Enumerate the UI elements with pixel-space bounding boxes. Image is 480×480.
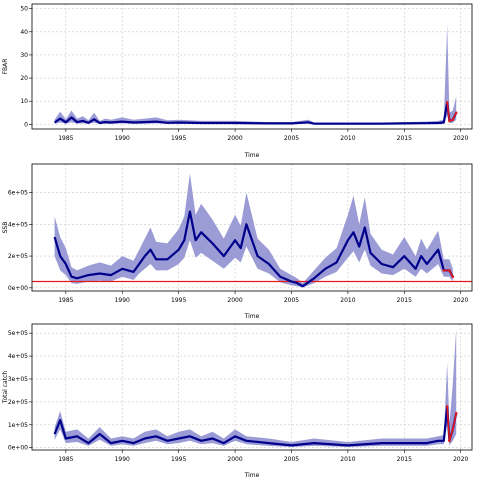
y-tick-label: 5e+05: [8, 330, 28, 337]
x-tick-label: 2000: [227, 297, 242, 304]
y-tick-label: 4e+05: [8, 353, 28, 360]
x-tick-label: 1995: [171, 297, 186, 304]
chart-panel-1: 1985 1990 1995 2000 2005 2010 2015 2020 0 10 20 30 4…: [2, 3, 473, 159]
chart-panel-2: 1985 1990 1995 2000 2005 2010 2015 2020 0e+00 2e+…: [2, 163, 473, 320]
series-band: [54, 173, 453, 288]
x-tick-label: 1985: [58, 135, 73, 142]
x-tick-label: 1990: [115, 135, 130, 142]
x-tick-label: 1990: [115, 456, 130, 463]
x-tick-label: 2000: [227, 135, 242, 142]
series-median-line: [53, 101, 458, 125]
series-forecast-line: [446, 406, 457, 442]
x-axis-title: Time: [244, 472, 260, 479]
series-band: [54, 24, 457, 125]
x-tick-label: 2015: [397, 297, 412, 304]
y-tick-label: 1e+05: [8, 422, 28, 429]
x-tick-label: 1990: [115, 297, 130, 304]
series-band: [54, 328, 457, 447]
y-tick-label: 50: [20, 6, 28, 13]
y-tick-label: 3e+05: [8, 376, 28, 383]
series-forecast-line: [446, 102, 457, 122]
x-tick-label: 2010: [340, 135, 355, 142]
x-tick-label: 2020: [453, 456, 468, 463]
forecast-point: [448, 269, 451, 272]
x-tick-label: 1985: [58, 456, 73, 463]
y-tick-label: 2e+05: [8, 253, 28, 260]
x-tick-label: 2010: [340, 456, 355, 463]
x-axis-title: Time: [244, 152, 260, 159]
x-tick-label: 2010: [340, 297, 355, 304]
plot-frame: [31, 3, 473, 130]
x-tick-label: 2020: [453, 135, 468, 142]
plot-frame: [31, 163, 473, 292]
y-tick-label: 10: [20, 98, 28, 105]
y-tick-label: 30: [20, 52, 28, 59]
forecast-point: [442, 269, 446, 272]
y-tick-label: 40: [20, 29, 28, 36]
forecast-point: [451, 275, 455, 279]
x-tick-label: 2005: [284, 297, 299, 304]
x-tick-label: 1995: [171, 456, 186, 463]
forecast-point: [448, 439, 451, 443]
x-tick-label: 1995: [171, 135, 186, 142]
y-tick-label: 4e+05: [8, 221, 28, 228]
forecast-point: [445, 405, 449, 408]
y-tick-label: 6e+05: [8, 190, 28, 197]
x-tick-label: 2005: [284, 456, 299, 463]
x-tick-label: 2005: [284, 135, 299, 142]
x-tick-label: 2020: [453, 297, 468, 304]
plot-frame: [31, 323, 473, 451]
y-axis-title: Total catch: [2, 371, 9, 405]
x-tick-label: 2000: [227, 456, 242, 463]
forecast-point: [454, 111, 458, 115]
y-tick-label: 2e+05: [8, 399, 28, 406]
forecast-point: [445, 101, 449, 104]
forecast-point: [448, 119, 451, 123]
series-median-line: [53, 405, 458, 447]
x-tick-label: 2015: [397, 135, 412, 142]
y-tick-label: 0e+00: [8, 445, 28, 452]
y-tick-label: 0e+00: [8, 285, 28, 292]
x-axis-title: Time: [244, 313, 260, 320]
y-tick-label: 0: [24, 121, 28, 128]
y-axis-title: SSB: [2, 222, 9, 234]
y-tick-label: 20: [20, 75, 28, 82]
x-tick-label: 1985: [58, 297, 73, 304]
chart-panel-3: 1985 1990 1995 2000 2005 2010 2015 2020 0e+00 1e+…: [2, 323, 473, 479]
y-axis-title: FBAR: [2, 59, 9, 75]
series-median-line: [53, 210, 454, 288]
forecast-point: [454, 412, 458, 415]
forecast-point: [451, 428, 455, 431]
x-tick-label: 2015: [397, 456, 412, 463]
forecast-point: [451, 118, 455, 122]
